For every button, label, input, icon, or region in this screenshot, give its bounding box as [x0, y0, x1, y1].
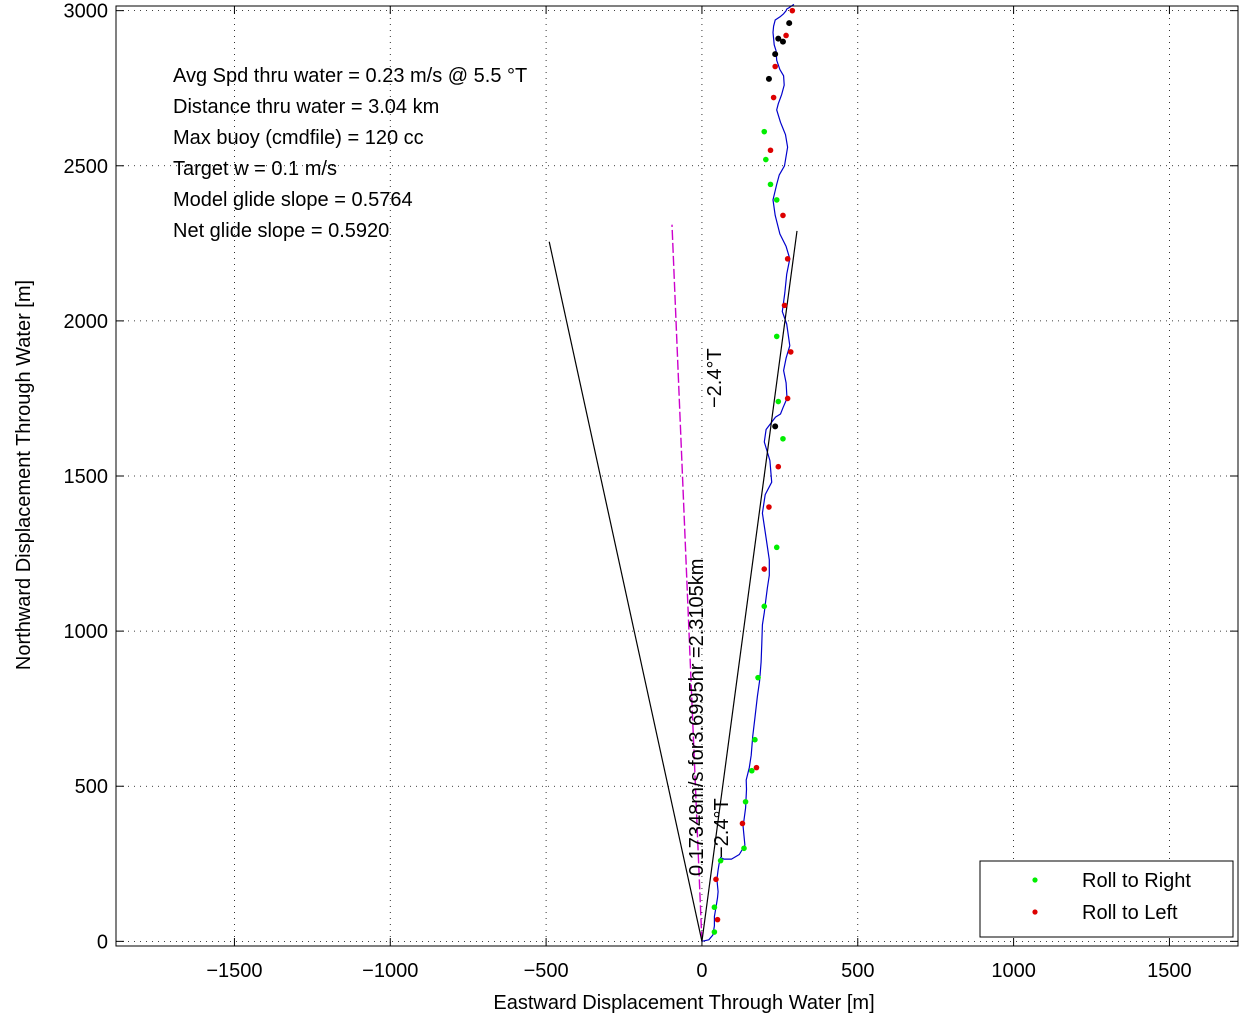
glide-slope-line	[701, 230, 798, 942]
roll-left-point	[739, 820, 746, 827]
legend-box	[979, 860, 1234, 938]
roll-right-point	[780, 435, 786, 442]
y-tick-label: 3000	[64, 1, 109, 23]
roll-right-point	[767, 181, 774, 188]
y-tick-label: 0	[97, 931, 108, 953]
roll-left-point	[784, 256, 791, 262]
roll-right-point	[749, 767, 755, 774]
roll-right-point	[742, 798, 749, 805]
y-tick-label: 500	[75, 776, 108, 798]
x-tick-label: 0	[696, 960, 707, 982]
roll-right-point	[711, 929, 718, 935]
annotation-block: Avg Spd thru water = 0.23 m/s @ 5.5 °T Di…	[173, 65, 527, 242]
legend: Roll to Right Roll to Left	[979, 860, 1234, 938]
annotation-line: Model glide slope = 0.5764	[173, 189, 413, 211]
roll-right-point	[761, 603, 768, 610]
roll-right-point	[773, 197, 780, 203]
roll-right-point	[755, 674, 761, 681]
roll-left-point	[753, 764, 760, 771]
roll-right-point	[711, 904, 718, 911]
roll-left-point	[784, 395, 791, 402]
roll-right-point	[763, 156, 769, 163]
roll-left-point	[761, 566, 768, 572]
y-tick-label: 1000	[64, 621, 109, 643]
surface-point	[772, 51, 779, 58]
x-tick-label: 1000	[991, 960, 1036, 982]
legend-label-roll-right: Roll to Right	[1082, 870, 1191, 892]
x-tick-label: −500	[524, 960, 569, 982]
legend-marker-roll-right	[1032, 877, 1038, 883]
roll-right-point	[773, 333, 780, 340]
roll-left-point	[780, 212, 786, 219]
surface-point	[779, 38, 786, 45]
roll-left-point	[714, 916, 721, 923]
roll-left-point	[770, 94, 777, 101]
drift-label: 0.17348m/s for3.6995hr =2.3105km	[686, 559, 708, 876]
annotation-line: Target w = 0.1 m/s	[173, 158, 337, 180]
roll-right-point	[717, 857, 724, 864]
roll-right-point	[773, 544, 780, 551]
glide-slope-line	[548, 241, 703, 942]
roll-left-point	[767, 147, 774, 154]
y-tick-label: 2000	[64, 311, 109, 333]
y-axis-label: Northward Displacement Through Water [m]	[13, 280, 35, 670]
surface-point	[775, 35, 782, 42]
roll-left-point	[787, 349, 794, 355]
y-tick-label: 1500	[64, 466, 109, 488]
roll-left-point	[772, 63, 778, 70]
axis-ticks: −1500 −1000 −500 0 500 1000 1500 0 500 1000 1500 20…	[64, 1, 1238, 982]
x-axis-label: Eastward Displacement Through Water [m]	[493, 992, 874, 1014]
roll-right-point	[741, 845, 747, 852]
drift-line	[671, 224, 703, 942]
annotation-line: Max buoy (cmdfile) = 120 cc	[173, 127, 424, 149]
roll-left-point	[781, 302, 788, 309]
legend-label-roll-left: Roll to Left	[1082, 902, 1178, 924]
grid	[116, 6, 1238, 946]
plot-points	[711, 7, 796, 935]
surface-point	[772, 423, 779, 430]
annotation-line: Distance thru water = 3.04 km	[173, 96, 439, 118]
heading-label-top: −2.4°T	[704, 348, 726, 408]
x-tick-label: 500	[841, 960, 874, 982]
legend-marker-roll-left	[1032, 909, 1038, 915]
plot-series	[548, 3, 798, 942]
roll-right-point	[775, 398, 782, 405]
roll-right-point	[761, 128, 768, 135]
surface-point	[786, 20, 793, 27]
heading-label-bottom: −2.4°T	[711, 798, 733, 858]
roll-left-point	[766, 504, 772, 510]
roll-left-point	[789, 7, 796, 14]
roll-left-point	[775, 463, 782, 470]
roll-right-point	[752, 736, 758, 743]
x-tick-label: 1500	[1147, 960, 1192, 982]
x-tick-label: −1500	[206, 960, 262, 982]
roll-left-point	[783, 32, 789, 39]
roll-left-point	[713, 876, 719, 883]
y-tick-label: 2500	[64, 156, 109, 178]
surface-point	[765, 75, 772, 82]
annotation-line: Net glide slope = 0.5920	[173, 220, 389, 242]
annotation-line: Avg Spd thru water = 0.23 m/s @ 5.5 °T	[173, 65, 527, 87]
x-tick-label: −1000	[362, 960, 418, 982]
